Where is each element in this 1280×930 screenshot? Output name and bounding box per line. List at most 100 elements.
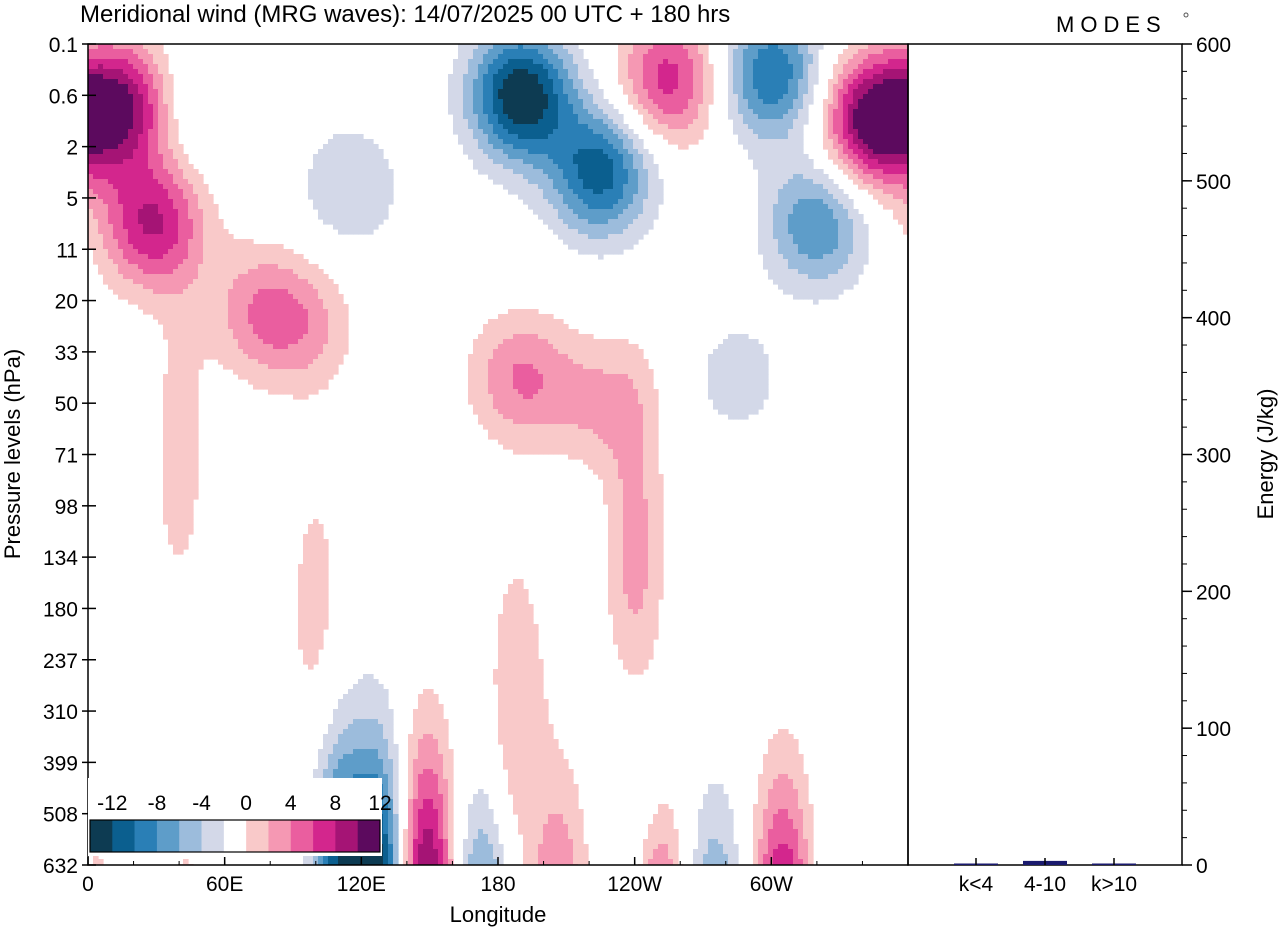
heatmap-cell	[143, 134, 149, 140]
heatmap-cell	[483, 169, 489, 175]
heatmap-cell	[448, 109, 454, 115]
heatmap-cell	[813, 279, 819, 285]
heatmap-cell	[188, 274, 194, 280]
heatmap-cell	[213, 269, 219, 275]
heatmap-cell	[103, 44, 109, 50]
heatmap-cell	[88, 109, 94, 115]
heatmap-cell	[773, 194, 779, 200]
heatmap-cell	[553, 79, 559, 85]
heatmap-cell	[88, 164, 94, 170]
heatmap-cell	[268, 344, 274, 350]
heatmap-cell	[768, 69, 774, 75]
heatmap-cell	[568, 184, 574, 190]
heatmap-cell	[683, 84, 689, 90]
heatmap-cell	[163, 214, 169, 220]
heatmap-cell	[828, 269, 834, 275]
heatmap-cell	[553, 49, 559, 55]
heatmap-cell	[333, 304, 339, 310]
heatmap-cell	[688, 99, 694, 105]
heatmap-cell	[238, 289, 244, 295]
heatmap-cell	[203, 279, 209, 285]
heatmap-cell	[468, 99, 474, 105]
heatmap-cell	[213, 239, 219, 245]
heatmap-cell	[193, 259, 199, 265]
heatmap-cell	[348, 134, 354, 140]
heatmap-cell	[673, 119, 679, 125]
heatmap-cell	[653, 189, 659, 195]
heatmap-cell	[193, 174, 199, 180]
heatmap-cell	[728, 49, 734, 55]
heatmap-cell	[808, 169, 814, 175]
heatmap-cell	[128, 119, 134, 125]
heatmap-cell	[513, 99, 519, 105]
heatmap-cell	[823, 259, 829, 265]
heatmap-cell	[813, 239, 819, 245]
heatmap-cell	[598, 144, 604, 150]
heatmap-cell	[493, 94, 499, 100]
heatmap-cell	[198, 249, 204, 255]
heatmap-cell	[243, 249, 249, 255]
heatmap-cell	[153, 89, 159, 95]
heatmap-cell	[148, 129, 154, 135]
heatmap-cell	[873, 79, 879, 85]
heatmap-cell	[563, 59, 569, 65]
heatmap-cell	[383, 159, 389, 165]
heatmap-cell	[268, 314, 274, 320]
heatmap-cell	[93, 54, 99, 60]
heatmap-cell	[588, 194, 594, 200]
heatmap-cell	[488, 94, 494, 100]
heatmap-cell	[228, 289, 234, 295]
heatmap-cell	[163, 209, 169, 215]
heatmap-cell	[158, 204, 164, 210]
heatmap-cell	[893, 114, 899, 120]
heatmap-cell	[783, 174, 789, 180]
heatmap-cell	[98, 99, 104, 105]
heatmap-cell	[583, 224, 589, 230]
heatmap-cell	[98, 229, 104, 235]
heatmap-cell	[573, 334, 579, 340]
heatmap-cell	[323, 294, 329, 300]
heatmap-cell	[518, 129, 524, 135]
heatmap-cell	[123, 164, 129, 170]
heatmap-cell	[853, 254, 859, 260]
heatmap-cell	[338, 334, 344, 340]
heatmap-cell	[123, 219, 129, 225]
heatmap-cell	[803, 89, 809, 95]
heatmap-cell	[218, 344, 224, 350]
heatmap-cell	[903, 164, 908, 170]
heatmap-cell	[883, 54, 889, 60]
heatmap-cell	[373, 224, 379, 230]
heatmap-cell	[593, 249, 599, 255]
heatmap-cell	[778, 169, 784, 175]
heatmap-cell	[768, 254, 774, 260]
heatmap-cell	[173, 219, 179, 225]
heatmap-cell	[478, 54, 484, 60]
heatmap-cell	[258, 269, 264, 275]
heatmap-cell	[338, 169, 344, 175]
heatmap-cell	[698, 69, 704, 75]
heatmap-cell	[858, 259, 864, 265]
heatmap-cell	[788, 219, 794, 225]
heatmap-cell	[458, 99, 464, 105]
heatmap-cell	[208, 239, 214, 245]
heatmap-cell	[673, 134, 679, 140]
heatmap-cell	[173, 149, 179, 155]
heatmap-cell	[563, 329, 569, 335]
heatmap-cell	[863, 184, 869, 190]
heatmap-cell	[798, 279, 804, 285]
heatmap-cell	[193, 304, 199, 310]
heatmap-cell	[143, 49, 149, 55]
heatmap-cell	[673, 49, 679, 55]
heatmap-cell	[273, 334, 279, 340]
heatmap-cell	[208, 289, 214, 295]
heatmap-cell	[633, 84, 639, 90]
heatmap-cell	[808, 89, 814, 95]
heatmap-cell	[593, 124, 599, 130]
heatmap-cell	[743, 129, 749, 135]
heatmap-cell	[598, 169, 604, 175]
heatmap-cell	[833, 244, 839, 250]
heatmap-cell	[793, 284, 799, 290]
heatmap-cell	[238, 284, 244, 290]
heatmap-cell	[568, 144, 574, 150]
heatmap-cell	[458, 109, 464, 115]
